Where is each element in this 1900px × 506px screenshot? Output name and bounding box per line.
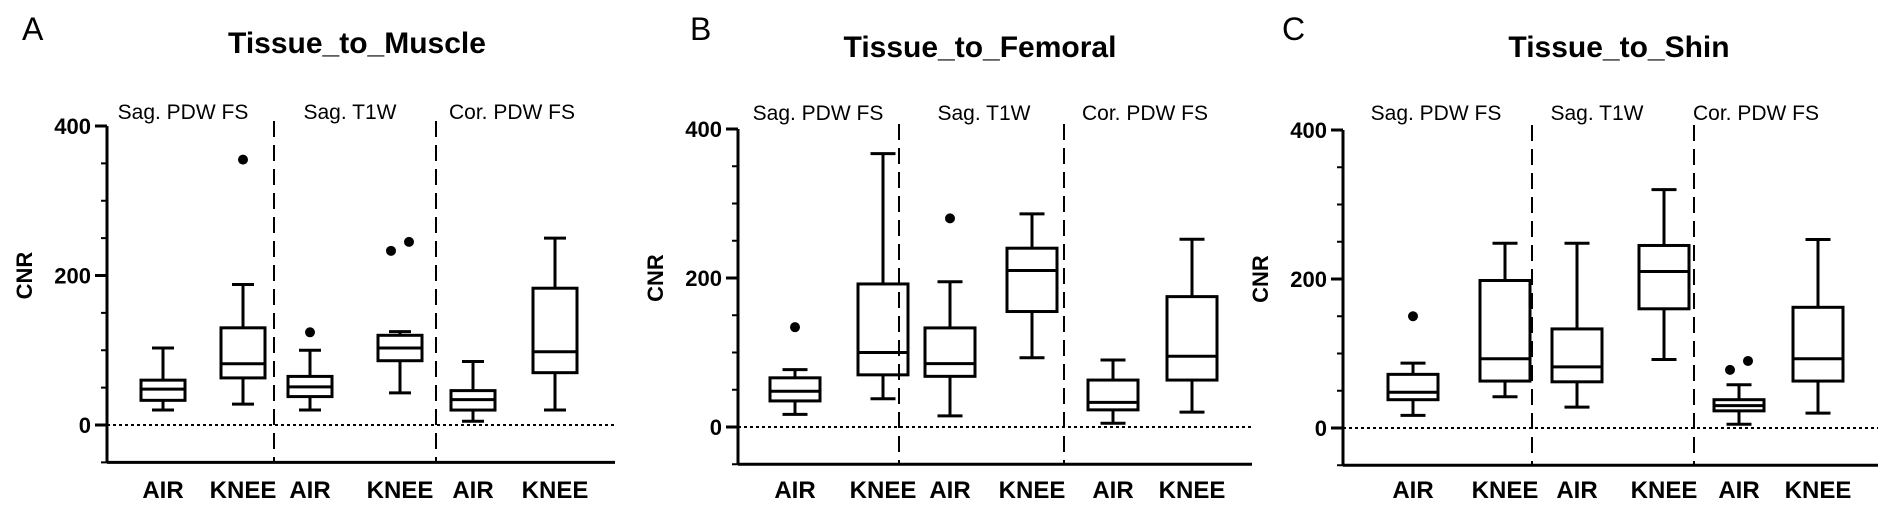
group-label: Cor. PDW FS	[1082, 102, 1208, 125]
box-sag-t1w-air	[1550, 241, 1604, 409]
box-sag-pdw-fs-air	[768, 322, 822, 416]
chart-title: Tissue_to_Femoral	[844, 31, 1117, 64]
iqr-box	[219, 326, 267, 380]
box-cor-pdw-fs-knee	[1791, 238, 1845, 415]
chart-title: Tissue_to_Muscle	[228, 27, 486, 60]
outlier-point	[386, 245, 396, 256]
panel-tissue-to-femoral: B Tissue_to_Femoral 0 200 400 CNR Sag. PDW FS S…	[643, 11, 1252, 504]
chart-title: Tissue_to_Shin	[1508, 31, 1729, 64]
y-tick-label: 200	[1290, 267, 1327, 292]
box-sag-pdw-fs-air	[139, 346, 187, 412]
group-label: Sag. T1W	[1551, 102, 1644, 125]
y-tick-label: 200	[685, 266, 722, 291]
outlier-point	[790, 322, 800, 333]
group-label: Sag. T1W	[938, 102, 1031, 125]
box-sag-t1w-air	[923, 213, 977, 418]
group-label: Sag. PDW FS	[753, 102, 884, 125]
box-sag-t1w-air	[286, 327, 334, 412]
group-label: Sag. T1W	[304, 101, 397, 124]
box-sag-pdw-fs-knee	[1478, 241, 1532, 399]
x-category-label: AIR	[142, 477, 183, 504]
box-cor-pdw-fs-air	[1712, 355, 1766, 426]
x-category-label: AIR	[1718, 477, 1759, 504]
box-sag-pdw-fs-knee	[219, 154, 267, 406]
iqr-box	[1637, 243, 1691, 311]
outlier-point	[238, 154, 248, 165]
x-category-label: KNEE	[1785, 477, 1852, 504]
iqr-box	[1005, 246, 1059, 314]
outlier-point	[1408, 311, 1418, 322]
y-tick-label: 400	[1290, 118, 1327, 143]
iqr-box	[1165, 295, 1219, 382]
iqr-box	[1791, 305, 1845, 383]
group-label: Cor. PDW FS	[1693, 102, 1819, 125]
y-tick-label: 400	[685, 117, 722, 142]
outlier-point	[1743, 355, 1753, 366]
panel-label: C	[1282, 11, 1305, 47]
box-sag-t1w-knee	[1637, 188, 1691, 361]
x-category-label: KNEE	[522, 477, 589, 504]
iqr-box	[1550, 327, 1604, 384]
outlier-point	[1725, 364, 1735, 375]
y-tick-label: 0	[1315, 416, 1327, 441]
y-tick-label: 0	[710, 415, 722, 440]
box-sag-t1w-knee	[1005, 212, 1059, 360]
y-axis-label: CNR	[12, 252, 37, 300]
iqr-box	[1086, 378, 1140, 412]
box-cor-pdw-fs-knee	[531, 236, 579, 412]
x-category-label: KNEE	[999, 477, 1066, 504]
iqr-box	[923, 326, 977, 378]
iqr-box	[1386, 372, 1440, 402]
y-tick-label: 400	[54, 114, 91, 139]
y-tick-label: 200	[54, 264, 91, 289]
iqr-box	[768, 376, 822, 403]
group-label: Sag. PDW FS	[1371, 102, 1502, 125]
x-category-label: AIR	[289, 477, 330, 504]
y-axis-label: CNR	[643, 254, 668, 302]
x-category-label: KNEE	[1472, 477, 1539, 504]
outlier-point	[945, 213, 955, 224]
x-category-label: KNEE	[850, 477, 917, 504]
x-category-label: KNEE	[1631, 477, 1698, 504]
y-axis-label: CNR	[1248, 255, 1273, 303]
box-cor-pdw-fs-air	[449, 359, 497, 423]
group-label: Cor. PDW FS	[449, 101, 575, 124]
panel-tissue-to-muscle: A Tissue_to_Muscle 0 200 400 CNR Sag. PDW FS Sa…	[12, 11, 615, 504]
panel-tissue-to-shin: C Tissue_to_Shin 0 200 400 CNR Sag. PDW FS Sag.…	[1248, 11, 1878, 504]
box-cor-pdw-fs-knee	[1165, 237, 1219, 414]
outlier-point	[305, 327, 315, 338]
panel-label: B	[690, 11, 711, 47]
x-category-label: AIR	[929, 477, 970, 504]
x-category-label: KNEE	[367, 477, 434, 504]
y-tick-label: 0	[79, 413, 91, 438]
x-category-label: KNEE	[1159, 477, 1226, 504]
box-cor-pdw-fs-air	[1086, 358, 1140, 425]
box-sag-pdw-fs-knee	[856, 152, 910, 401]
iqr-box	[856, 282, 910, 377]
outlier-point	[404, 236, 414, 247]
iqr-box	[1478, 278, 1532, 383]
box-sag-t1w-knee	[376, 236, 424, 395]
x-category-label: AIR	[1092, 477, 1133, 504]
group-label: Sag. PDW FS	[118, 101, 249, 124]
x-category-label: AIR	[452, 477, 493, 504]
x-category-label: AIR	[1392, 477, 1433, 504]
x-category-label: AIR	[1556, 477, 1597, 504]
panel-label: A	[22, 11, 44, 47]
x-category-label: AIR	[774, 477, 815, 504]
iqr-box	[531, 286, 579, 375]
x-category-label: KNEE	[210, 477, 277, 504]
box-sag-pdw-fs-air	[1386, 311, 1440, 417]
